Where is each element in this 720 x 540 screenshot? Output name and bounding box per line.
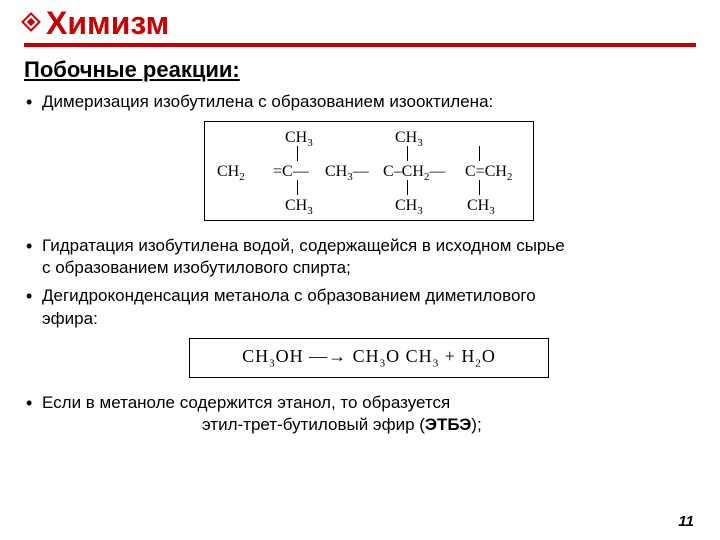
formula-box-2: CH3OH —→ CH3O CH3 + H2O <box>189 338 549 378</box>
bullet-list: Димеризация изобутилена с образованием и… <box>24 91 696 436</box>
bullet-3: Дегидроконденсация метанола с образовани… <box>24 285 696 377</box>
bullet-4-suffix: ); <box>471 415 481 434</box>
bullet-2-line1: Гидратация изобутилена водой, содержащей… <box>42 236 565 255</box>
bullet-2: Гидратация изобутилена водой, содержащей… <box>24 235 696 279</box>
bullet-4-prefix: этил-трет-бутиловый эфир ( <box>202 415 425 434</box>
subtitle: Побочные реакции: <box>24 57 696 83</box>
bullet-4: Если в метаноле содержится этанол, то об… <box>24 392 696 436</box>
diamond-bullet-icon <box>24 15 38 29</box>
slide: Химизм Побочные реакции: Димеризация изо… <box>0 0 720 540</box>
title-underline <box>24 43 696 47</box>
formula-2-text: CH3OH —→ CH3O CH3 + H2O <box>242 345 496 371</box>
bullet-4-line1: Если в метаноле содержится этанол, то об… <box>42 393 450 412</box>
slide-title: Химизм <box>46 6 169 41</box>
bullet-2-line2: с образованием изобутилового спирта; <box>42 257 696 279</box>
formula-box-1: CH3CH3CH2=C—CH3—C–CH2—C=CH2CH3CH3CH3 <box>204 121 534 221</box>
page-number: 11 <box>678 513 694 530</box>
bullet-4-bold: ЭТБЭ <box>425 415 471 434</box>
bullet-3-line2: эфира: <box>42 308 696 330</box>
title-row: Химизм <box>24 6 696 41</box>
bullet-1: Димеризация изобутилена с образованием и… <box>24 91 696 221</box>
bullet-1-text: Димеризация изобутилена с образованием и… <box>42 92 493 111</box>
bullet-3-line1: Дегидроконденсация метанола с образовани… <box>42 286 536 305</box>
bullet-4-line2: этил-трет-бутиловый эфир (ЭТБЭ); <box>42 414 696 436</box>
